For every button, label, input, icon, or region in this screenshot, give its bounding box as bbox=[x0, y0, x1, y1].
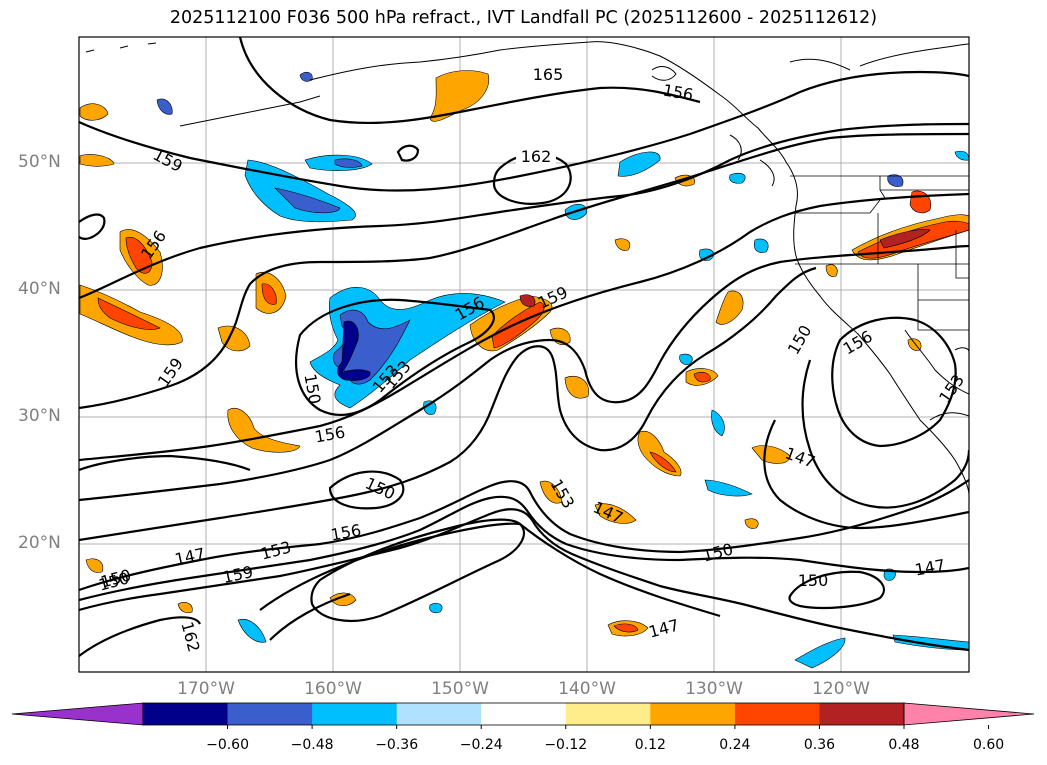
lat-label-40: 40°N bbox=[18, 279, 61, 299]
colorbar-bin bbox=[734, 703, 820, 725]
contour-label: 156 bbox=[313, 422, 346, 446]
coastlines bbox=[309, 41, 969, 495]
contour-label: 156 bbox=[661, 80, 694, 104]
colorbar-bin bbox=[565, 703, 651, 725]
colorbar-tick-label: 0.60 bbox=[972, 737, 1005, 753]
aleutian-islands bbox=[85, 42, 321, 127]
lon-label-150w: 150°W bbox=[431, 679, 489, 699]
contour-label: 147 bbox=[783, 443, 818, 471]
colorbar-bin bbox=[819, 703, 905, 725]
contour-label: 150 bbox=[362, 473, 398, 503]
colorbar-bin bbox=[312, 703, 398, 725]
map-frame bbox=[78, 36, 970, 673]
colorbar-tick-label: 0.48 bbox=[888, 737, 920, 753]
colorbar-bin bbox=[227, 703, 313, 725]
colorbar-tick-label: −0.60 bbox=[206, 737, 249, 753]
contour-label: 159 bbox=[154, 354, 187, 390]
contour-label: 153 bbox=[935, 371, 968, 407]
colorbar-extend-high bbox=[903, 702, 1035, 726]
colorbar-tick-label: 0.36 bbox=[803, 737, 836, 753]
contour-label: 156 bbox=[840, 327, 876, 359]
contour-label: 150 bbox=[784, 322, 816, 358]
contour-label: 150 bbox=[300, 372, 324, 405]
colorbar-bin bbox=[481, 703, 567, 725]
lat-label-30: 30°N bbox=[18, 406, 61, 426]
colorbar-tick-label: −0.48 bbox=[290, 737, 334, 753]
colorbar-tick-label: −0.36 bbox=[375, 737, 419, 753]
contour-label: 165 bbox=[533, 65, 564, 84]
contour-label: 153 bbox=[259, 537, 293, 563]
colorbar-tick-label: −0.24 bbox=[459, 737, 503, 753]
lon-label-120w: 120°W bbox=[812, 679, 870, 699]
colorbar-tick-label: 0.24 bbox=[719, 737, 751, 753]
colorbar-extend-low bbox=[11, 702, 144, 726]
lon-label-170w: 170°W bbox=[177, 679, 235, 699]
contour-label: 159 bbox=[150, 145, 186, 176]
lon-label-160w: 160°W bbox=[304, 679, 362, 699]
colorbar-tick-label: 0.12 bbox=[634, 737, 666, 753]
positive-anomaly-fills bbox=[79, 70, 969, 637]
contour-label: 159 bbox=[221, 562, 255, 587]
map-title: 2025112100 F036 500 hPa refract., IVT La… bbox=[169, 8, 878, 28]
lat-label-20: 20°N bbox=[18, 533, 61, 553]
colorbar-bin bbox=[143, 703, 229, 725]
contour-label: 150 bbox=[798, 571, 829, 590]
colorbar bbox=[11, 702, 1035, 729]
colorbar-tick-label: −0.12 bbox=[544, 737, 588, 753]
colorbar-bin bbox=[396, 703, 482, 725]
lon-label-140w: 140°W bbox=[558, 679, 616, 699]
height-contours bbox=[79, 37, 969, 657]
contour-label: 162 bbox=[521, 147, 552, 166]
contour-label: 147 bbox=[647, 615, 681, 641]
colorbar-bin bbox=[650, 703, 736, 725]
contour-label: 147 bbox=[913, 555, 946, 579]
negative-anomaly-fills bbox=[156, 71, 969, 669]
contour-label: 147 bbox=[173, 544, 207, 569]
contour-label: 162 bbox=[177, 620, 203, 654]
contour-label: 156 bbox=[329, 520, 362, 544]
lat-label-50: 50°N bbox=[18, 152, 61, 172]
colorbar-outline bbox=[142, 702, 905, 726]
lon-label-130w: 130°W bbox=[685, 679, 743, 699]
contour-label: 150 bbox=[701, 539, 735, 565]
